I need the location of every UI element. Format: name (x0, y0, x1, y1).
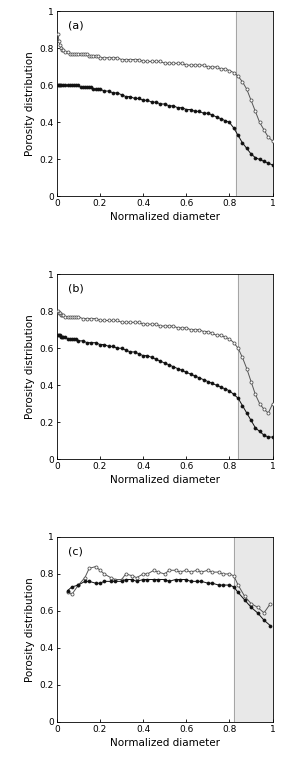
Y-axis label: Porosity distribution: Porosity distribution (26, 577, 36, 681)
Y-axis label: Porosity distribution: Porosity distribution (26, 314, 36, 419)
Text: (a): (a) (68, 21, 83, 31)
Y-axis label: Porosity distribution: Porosity distribution (26, 52, 36, 157)
X-axis label: Normalized diameter: Normalized diameter (110, 212, 220, 222)
Bar (238, 274, 273, 459)
Text: (c): (c) (68, 546, 82, 556)
Bar (236, 11, 273, 196)
X-axis label: Normalized diameter: Normalized diameter (110, 475, 220, 485)
Bar (234, 537, 273, 722)
X-axis label: Normalized diameter: Normalized diameter (110, 738, 220, 748)
Text: (b): (b) (68, 283, 83, 293)
